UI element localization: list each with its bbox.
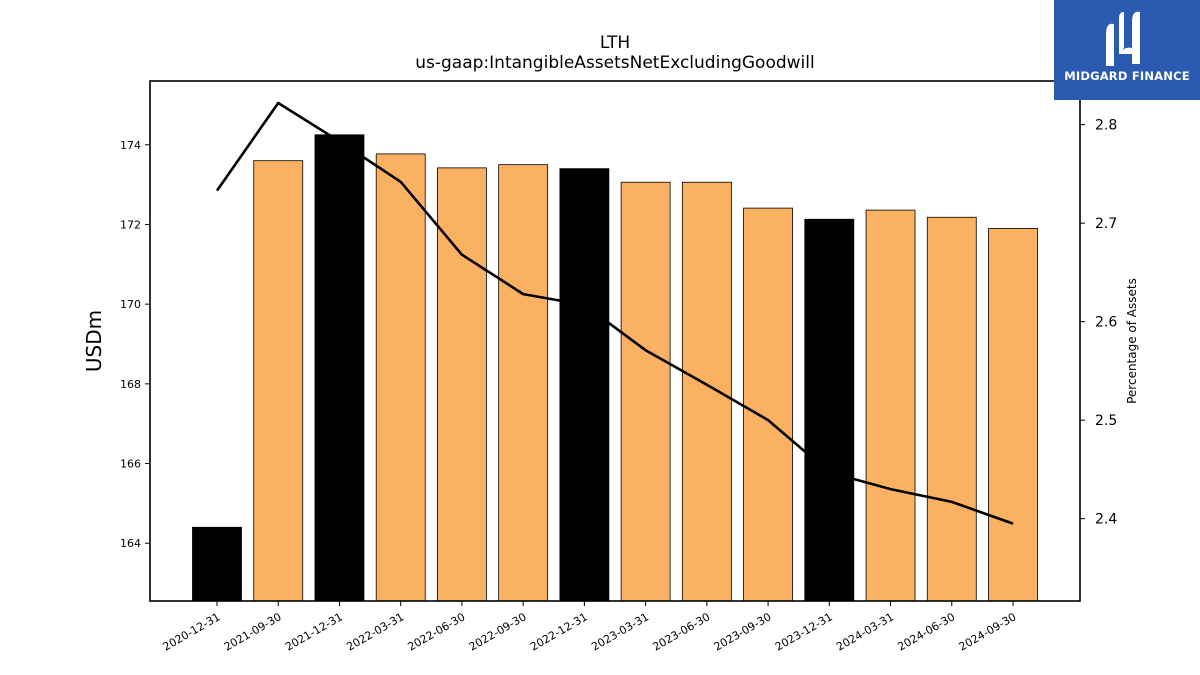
logo-text: MIDGARD FINANCE [1064, 69, 1190, 83]
x-tick-label: 2024-09-30 [957, 610, 1019, 653]
midgard-finance-logo: MIDGARD FINANCE [1054, 0, 1200, 100]
y-axis-label: USDm [82, 310, 106, 372]
bar [681, 181, 732, 602]
x-tick-label: 2020-12-31 [161, 610, 223, 653]
bar [498, 164, 549, 602]
bar [314, 134, 365, 602]
x-tick-label: 2022-06-30 [406, 610, 468, 653]
y2-tick-label: 2.7 [1095, 216, 1117, 232]
y-tick-label: 172 [120, 218, 141, 231]
x-tick-label: 2021-09-30 [222, 610, 284, 653]
chart-subtitle: us-gaap:IntangibleAssetsNetExcludingGood… [415, 53, 814, 73]
percentage-line [215, 101, 1014, 525]
y-tick-label: 170 [120, 298, 141, 311]
y2-tick-label: 2.6 [1095, 315, 1117, 331]
y2-tick-label: 2.5 [1095, 413, 1117, 429]
bar [559, 168, 610, 602]
bar [192, 526, 242, 602]
x-tick-label: 2023-09-30 [712, 610, 774, 653]
y-tick-label: 168 [120, 378, 141, 391]
y2-tick-label: 2.4 [1095, 512, 1117, 528]
x-tick-label: 2024-06-30 [895, 610, 957, 653]
x-tick-label: 2023-06-30 [650, 610, 712, 653]
y-tick-label: 166 [120, 458, 141, 471]
x-tick-label: 2024-03-31 [834, 610, 896, 653]
bar [988, 228, 1038, 602]
bar [743, 207, 793, 602]
bar [804, 218, 855, 602]
bar [926, 216, 977, 602]
chart-title: LTH [600, 33, 630, 53]
y-tick-label: 174 [120, 139, 141, 152]
x-tick-label: 2022-03-31 [344, 610, 406, 653]
bar [620, 181, 671, 602]
x-tick-label: 2022-12-31 [528, 610, 590, 653]
y-tick-label: 164 [120, 537, 141, 550]
x-tick-label: 2023-12-31 [773, 610, 835, 653]
y2-tick-label: 2.8 [1095, 118, 1117, 134]
x-tick-label: 2021-12-31 [283, 610, 345, 653]
bar [865, 209, 916, 602]
x-tick-label: 2022-09-30 [467, 610, 529, 653]
bar [437, 167, 487, 602]
x-tick-label: 2023-03-31 [589, 610, 651, 653]
bar [253, 160, 304, 602]
midgard-logo-icon [1106, 11, 1140, 66]
plot-frame [149, 80, 1081, 602]
y2-axis-label: Percentage of Assets [1125, 278, 1139, 404]
bar [375, 153, 426, 602]
